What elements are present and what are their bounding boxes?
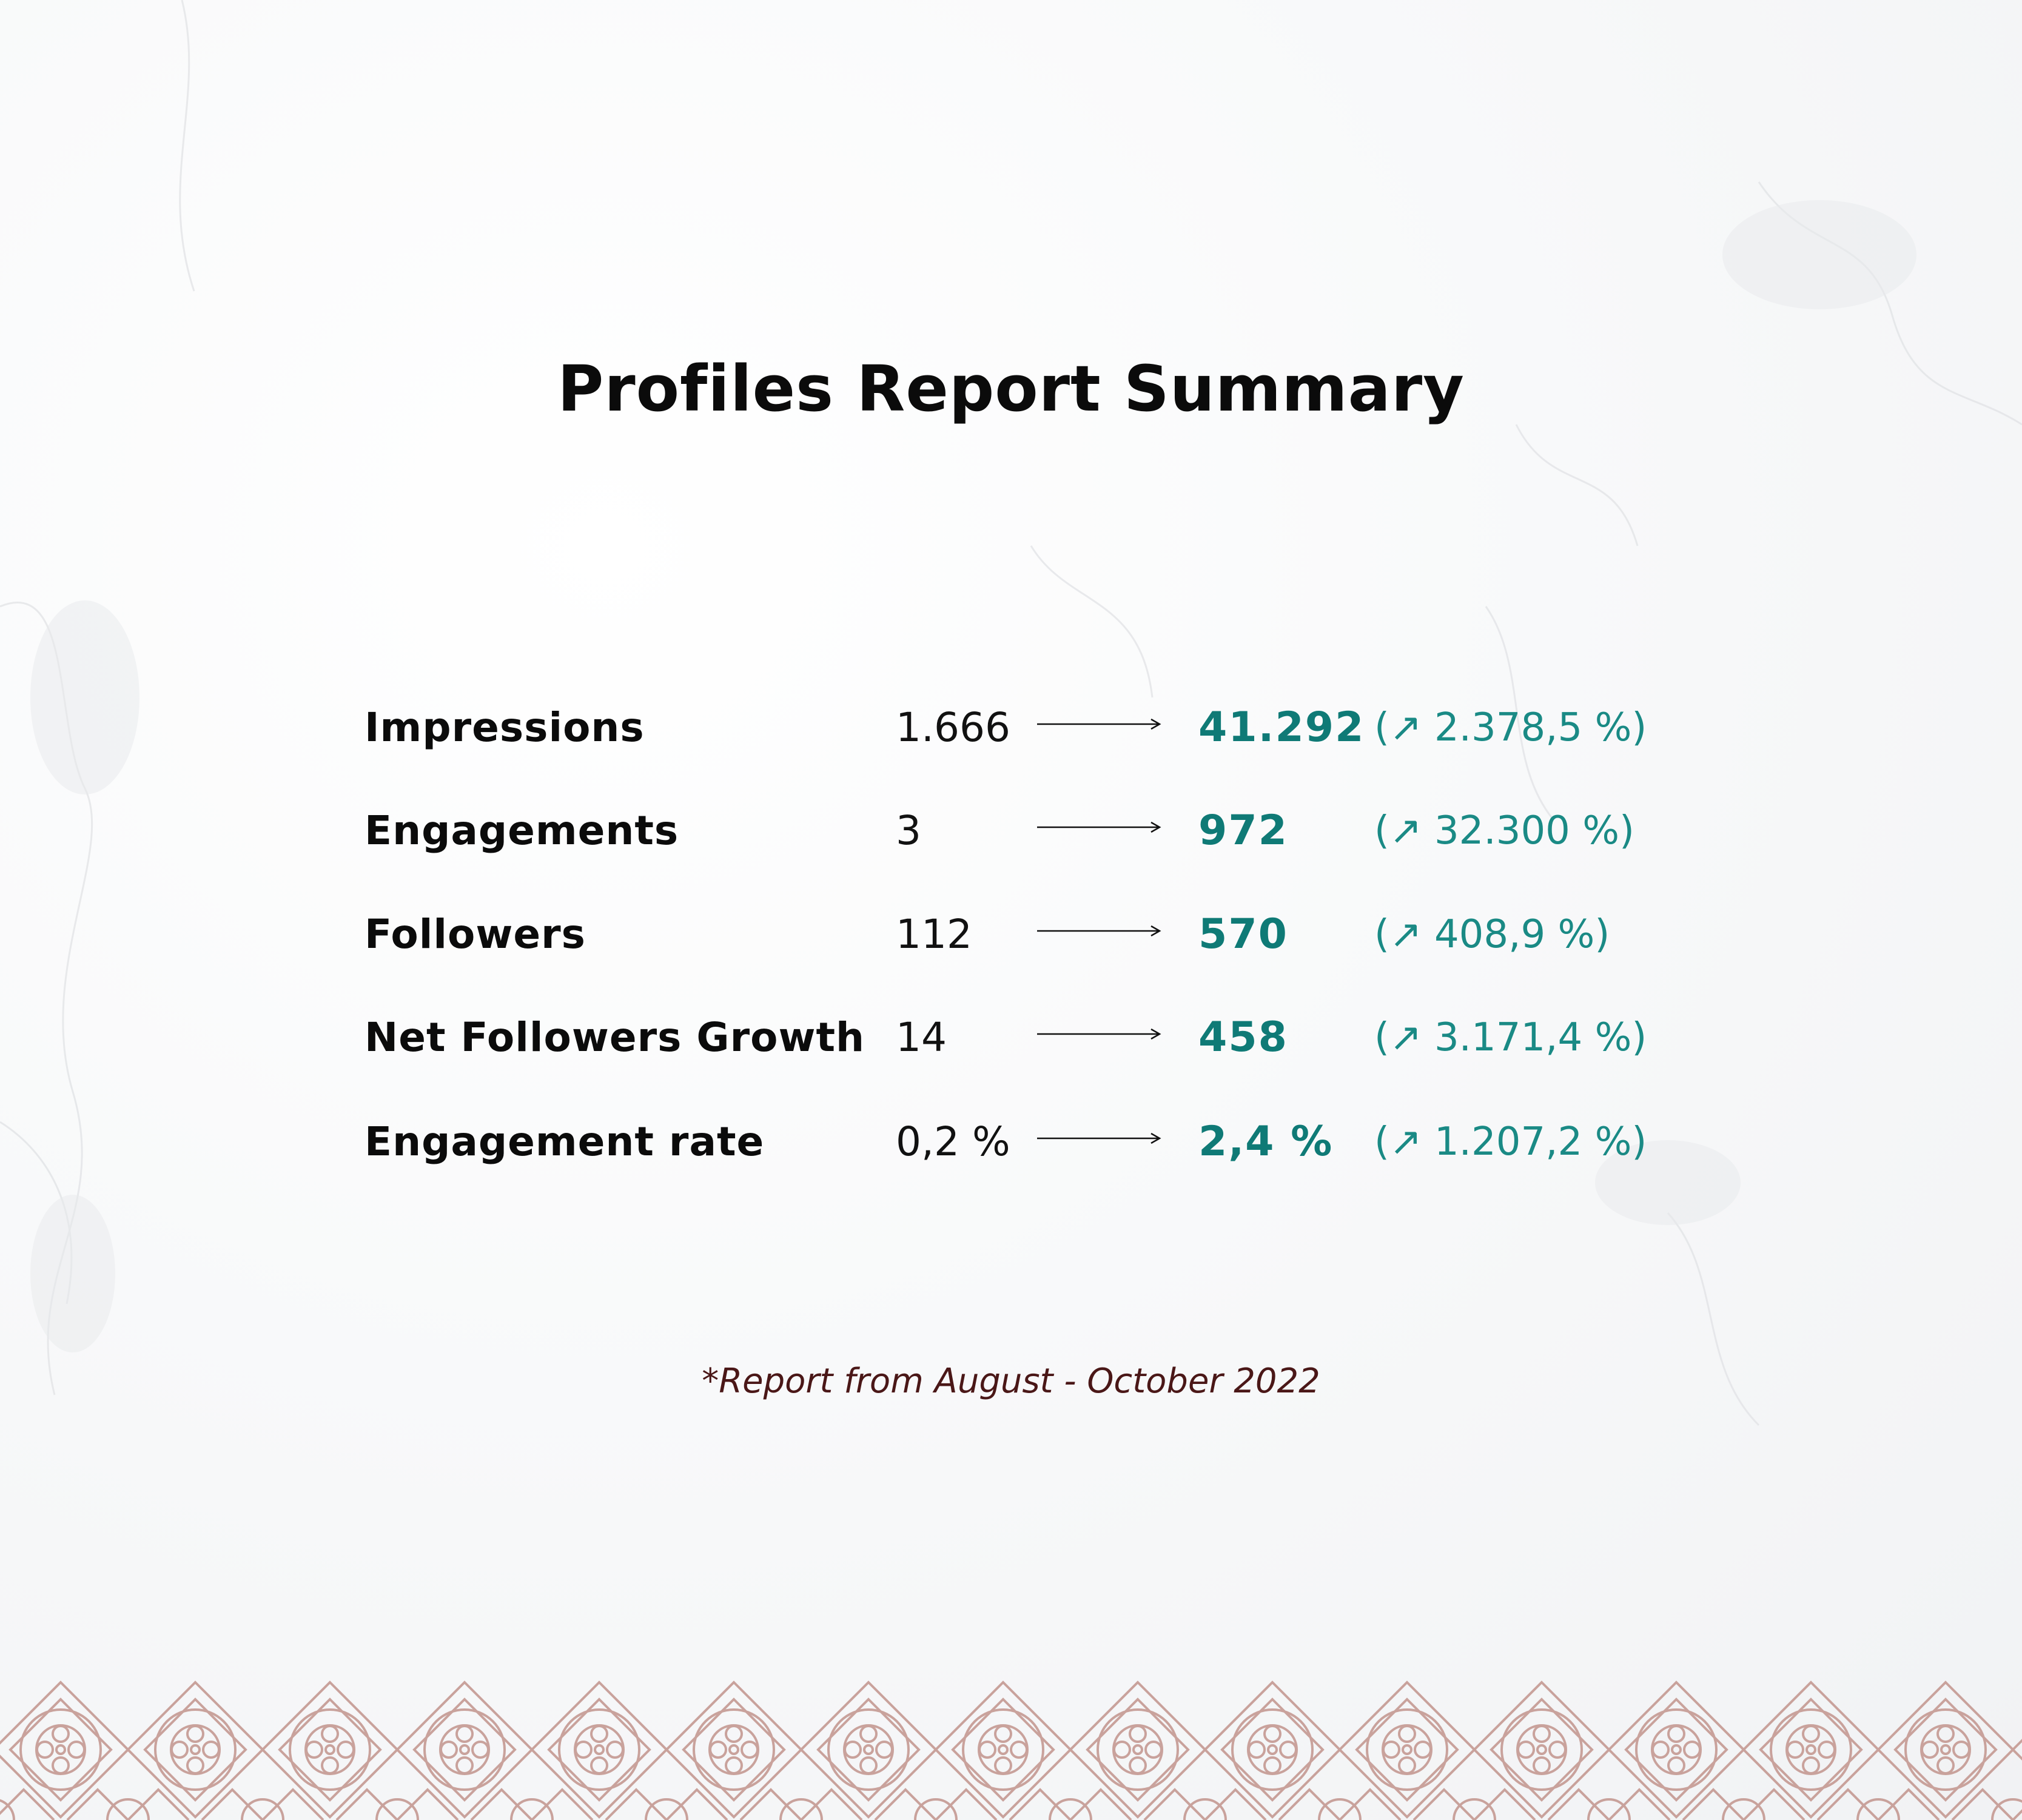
right-arrow-icon: [1037, 898, 1164, 971]
metric-after-value: 41.292: [1198, 703, 1365, 751]
metric-label: Engagements: [364, 807, 679, 854]
metric-before-value: 1.666: [896, 704, 1010, 751]
metric-row-impressions: Impressions 1.666 41.292 (↗ 2.378,5 %): [0, 691, 2022, 764]
right-arrow-icon: [1037, 1106, 1164, 1178]
metric-label: Followers: [364, 911, 586, 958]
metric-label: Net Followers Growth: [364, 1014, 865, 1061]
metric-change-percent: (↗ 3.171,4 %): [1374, 1015, 1647, 1060]
metric-before-value: 14: [896, 1014, 947, 1061]
right-arrow-icon: [1037, 1001, 1164, 1074]
metric-change-percent: (↗ 408,9 %): [1374, 912, 1610, 957]
metric-after-value: 570: [1198, 910, 1288, 958]
metric-after-value: 972: [1198, 807, 1288, 855]
metric-change-percent: (↗ 2.378,5 %): [1374, 705, 1647, 750]
metric-label: Engagement rate: [364, 1118, 765, 1165]
metric-before-value: 3: [896, 807, 921, 854]
metric-row-engagement-rate: Engagement rate 0,2 % 2,4 % (↗ 1.207,2 %…: [0, 1106, 2022, 1178]
metric-change-percent: (↗ 1.207,2 %): [1374, 1120, 1647, 1164]
metric-after-value: 458: [1198, 1013, 1288, 1061]
report-period-footnote: *Report from August - October 2022: [702, 1362, 1320, 1401]
diamond-tile-border: [0, 1680, 2022, 1820]
metric-change-percent: (↗ 32.300 %): [1374, 808, 1634, 853]
metric-label: Impressions: [364, 704, 645, 751]
metric-before-value: 112: [896, 911, 972, 958]
metric-row-engagements: Engagements 3 972 (↗ 32.300 %): [0, 794, 2022, 867]
right-arrow-icon: [1037, 794, 1164, 867]
right-arrow-icon: [1037, 691, 1164, 764]
metric-after-value: 2,4 %: [1198, 1118, 1334, 1166]
metric-row-followers: Followers 112 570 (↗ 408,9 %): [0, 898, 2022, 971]
page-title: Profiles Report Summary: [557, 352, 1465, 426]
metric-before-value: 0,2 %: [896, 1118, 1010, 1165]
metric-row-net-followers-growth: Net Followers Growth 14 458 (↗ 3.171,4 %…: [0, 1001, 2022, 1074]
